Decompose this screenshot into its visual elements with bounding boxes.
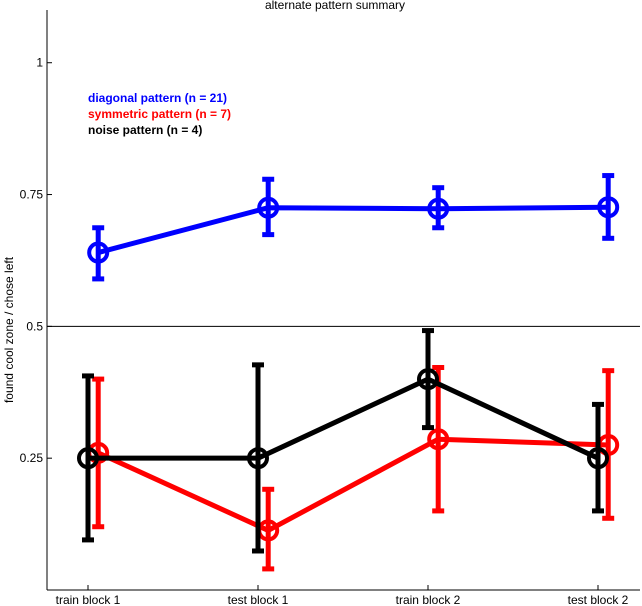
legend-entry: diagonal pattern (n = 21): [88, 91, 227, 105]
data-point: [589, 449, 607, 467]
series-line: [98, 207, 608, 252]
data-point: [429, 200, 447, 218]
legend-entry: noise pattern (n = 4): [88, 123, 202, 137]
series-layer: [79, 176, 617, 569]
x-tick-label: train block 1: [56, 593, 121, 606]
data-point: [419, 370, 437, 388]
y-tick-label: 1: [36, 56, 43, 70]
data-point: [259, 521, 277, 539]
series-line: [88, 379, 598, 458]
legend: diagonal pattern (n = 21) symmetric patte…: [88, 91, 231, 137]
x-tick-label: test block 2: [568, 593, 629, 606]
data-point: [599, 198, 617, 216]
x-tick-label: train block 2: [396, 593, 461, 606]
y-tick-label: 0.5: [26, 319, 43, 333]
y-tick-label: 0.75: [20, 188, 44, 202]
y-tick-label: 0.25: [20, 451, 44, 465]
chart-title: alternate pattern summary: [265, 0, 405, 12]
data-point: [249, 449, 267, 467]
series-line: [98, 439, 608, 530]
x-tick-label: test block 1: [228, 593, 289, 606]
data-point: [79, 449, 97, 467]
series-group: [89, 176, 617, 279]
data-point: [259, 199, 277, 217]
series-group: [89, 367, 617, 568]
legend-entry: symmetric pattern (n = 7): [88, 107, 231, 121]
data-point: [429, 430, 447, 448]
y-axis-label: found cool zone / chose left: [2, 256, 16, 403]
x-ticks: train block 1 test block 1 train block 2 te…: [56, 585, 629, 606]
data-point: [89, 244, 107, 262]
